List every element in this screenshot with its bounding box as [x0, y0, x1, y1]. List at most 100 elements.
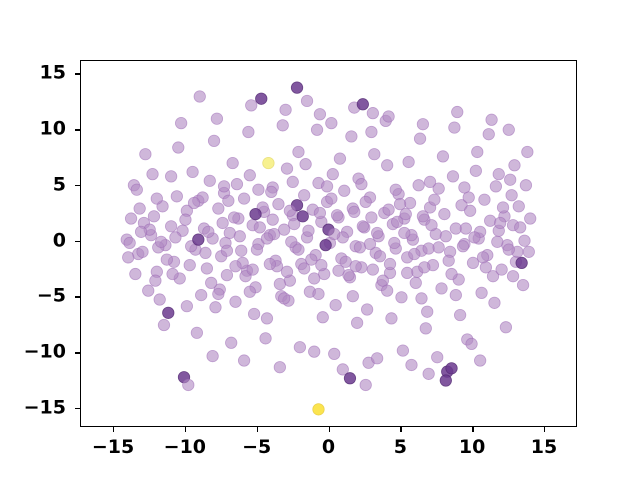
scatter-point: [471, 145, 484, 159]
scatter-point: [146, 168, 159, 181]
scatter-point: [359, 195, 372, 209]
scatter-point: [186, 165, 199, 179]
x-tick-label: 10: [458, 436, 486, 458]
y-tick-label: −10: [23, 340, 66, 363]
y-tick-label: 15: [39, 61, 66, 84]
scatter-point: [202, 225, 215, 238]
scatter-point: [521, 145, 534, 159]
scatter-point: [292, 243, 305, 256]
scatter-point: [428, 193, 441, 206]
scatter-point: [475, 286, 488, 299]
scatter-point: [153, 293, 166, 306]
scatter-point: [237, 354, 251, 367]
scatter-point: [226, 156, 239, 170]
scatter-point: [484, 214, 497, 227]
scatter-point: [506, 270, 520, 283]
scatter-point: [405, 358, 418, 372]
scatter-point: [519, 179, 533, 192]
scatter-point: [421, 305, 434, 318]
scatter-point: [175, 117, 188, 130]
scatter-point: [276, 119, 289, 132]
scatter-point: [203, 174, 216, 187]
scatter-point: [456, 240, 470, 253]
scatter-point: [465, 337, 478, 351]
scatter-point: [192, 233, 205, 246]
x-tick-label: 5: [393, 436, 407, 458]
scatter-point: [342, 269, 355, 282]
scatter-point: [313, 206, 327, 220]
y-tick-mark: [75, 240, 80, 243]
scatter-point: [418, 261, 431, 274]
scatter-point: [492, 168, 505, 181]
scatter-point: [242, 125, 255, 139]
scatter-point: [350, 316, 364, 329]
scatter-point: [283, 204, 297, 217]
scatter-point: [278, 292, 291, 305]
scatter-point: [200, 262, 214, 275]
scatter-point: [285, 235, 298, 248]
scatter-point: [514, 221, 527, 234]
scatter-point: [199, 246, 212, 260]
scatter-point: [333, 152, 347, 165]
scatter-point: [273, 277, 286, 291]
scatter-point: [413, 132, 427, 145]
scatter-point: [129, 267, 142, 281]
scatter-point: [442, 254, 455, 267]
scatter-point: [348, 205, 361, 218]
scatter-point: [123, 236, 136, 250]
scatter-point: [259, 332, 272, 345]
scatter-point: [205, 276, 218, 290]
scatter-points-layer: [120, 81, 537, 416]
x-tick-label: 0: [321, 436, 336, 458]
scatter-point: [468, 231, 481, 244]
scatter-point: [458, 181, 471, 194]
scatter-point: [326, 168, 339, 181]
plot-axes-area: [80, 60, 577, 427]
scatter-point: [229, 260, 242, 273]
y-tick-label: −5: [36, 284, 66, 307]
scatter-point: [255, 92, 268, 105]
scatter-point: [169, 231, 182, 244]
scatter-point: [453, 308, 467, 322]
scatter-point: [150, 192, 163, 205]
scatter-point: [373, 250, 387, 263]
x-tick-mark: [184, 427, 187, 432]
scatter-point: [252, 183, 265, 196]
scatter-point: [133, 202, 146, 215]
scatter-point: [139, 148, 152, 161]
scatter-point: [136, 245, 149, 258]
scatter-point: [482, 128, 495, 141]
scatter-point: [349, 260, 362, 273]
scatter-point: [416, 210, 430, 223]
scatter-point: [165, 220, 178, 233]
scatter-point: [190, 326, 204, 339]
scatter-point: [419, 322, 432, 335]
scatter-point: [360, 303, 374, 316]
scatter-point: [459, 222, 472, 235]
scatter-point: [195, 288, 208, 302]
scatter-point: [431, 351, 444, 364]
x-tick-mark: [113, 427, 115, 432]
scatter-point: [408, 247, 421, 261]
scatter-point: [305, 253, 318, 266]
scatter-point: [489, 180, 503, 193]
scatter-point: [382, 110, 395, 123]
scatter-point: [371, 226, 384, 240]
scatter-point: [325, 117, 338, 130]
scatter-point: [445, 267, 458, 281]
scatter-point: [524, 212, 537, 225]
scatter-point: [399, 207, 412, 221]
scatter-point: [449, 288, 462, 302]
scatter-point: [325, 192, 338, 205]
scatter-point: [180, 300, 193, 313]
scatter-point: [365, 211, 378, 224]
x-tick-label: −5: [242, 436, 272, 458]
scatter-point: [130, 183, 143, 196]
scatter-point: [220, 244, 234, 257]
scatter-point: [292, 145, 305, 159]
scatter-point: [356, 98, 369, 111]
scatter-point: [381, 159, 394, 172]
scatter-point: [170, 190, 183, 203]
scatter-point: [293, 341, 307, 354]
